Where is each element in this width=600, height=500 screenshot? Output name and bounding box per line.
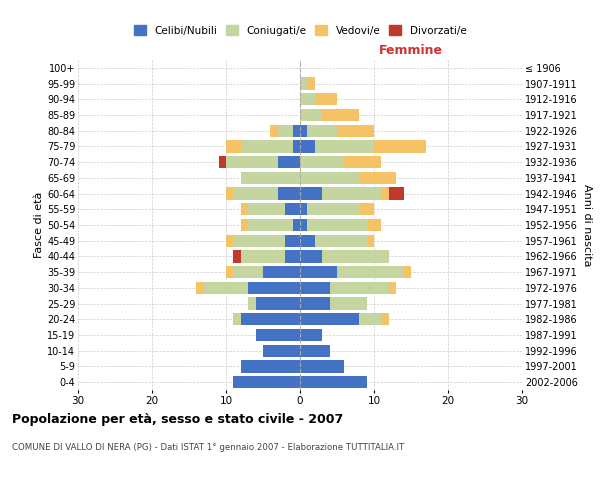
Bar <box>307 78 315 90</box>
Bar <box>196 282 204 294</box>
Bar <box>226 266 233 278</box>
Bar <box>233 313 241 326</box>
Bar <box>300 124 307 137</box>
Bar <box>233 266 263 278</box>
Bar <box>300 78 307 90</box>
Bar <box>300 188 322 200</box>
Bar <box>256 298 300 310</box>
Bar <box>300 376 367 388</box>
Bar <box>300 219 307 231</box>
Bar <box>248 203 285 215</box>
Bar <box>293 140 300 152</box>
Bar <box>374 140 426 152</box>
Bar <box>263 266 300 278</box>
Bar <box>300 203 307 215</box>
Bar <box>300 329 322 341</box>
Bar <box>337 124 374 137</box>
Bar <box>233 188 278 200</box>
Bar <box>233 234 285 247</box>
Bar <box>322 250 389 262</box>
Bar <box>256 329 300 341</box>
Bar <box>382 188 389 200</box>
Text: Popolazione per età, sesso e stato civile - 2007: Popolazione per età, sesso e stato civil… <box>12 412 343 426</box>
Text: COMUNE DI VALLO DI NERA (PG) - Dati ISTAT 1° gennaio 2007 - Elaborazione TUTTITA: COMUNE DI VALLO DI NERA (PG) - Dati ISTA… <box>12 442 404 452</box>
Bar <box>367 219 382 231</box>
Bar <box>233 250 241 262</box>
Bar <box>300 313 359 326</box>
Text: Femmine: Femmine <box>379 44 443 57</box>
Bar <box>307 203 359 215</box>
Bar <box>300 140 315 152</box>
Bar <box>278 188 300 200</box>
Bar <box>359 172 396 184</box>
Bar <box>329 282 389 294</box>
Bar <box>278 124 293 137</box>
Bar <box>367 234 374 247</box>
Bar <box>241 360 300 372</box>
Bar <box>329 298 367 310</box>
Bar <box>293 219 300 231</box>
Bar <box>278 156 300 168</box>
Bar <box>241 203 248 215</box>
Bar <box>226 234 233 247</box>
Bar <box>285 234 300 247</box>
Bar <box>300 109 322 121</box>
Bar <box>300 234 315 247</box>
Bar <box>300 344 329 357</box>
Bar <box>300 298 329 310</box>
Bar <box>322 109 359 121</box>
Bar <box>226 156 278 168</box>
Bar <box>300 93 315 106</box>
Bar <box>404 266 411 278</box>
Bar <box>226 140 241 152</box>
Bar <box>241 313 300 326</box>
Y-axis label: Anni di nascita: Anni di nascita <box>581 184 592 266</box>
Bar <box>359 203 374 215</box>
Bar <box>382 313 389 326</box>
Y-axis label: Fasce di età: Fasce di età <box>34 192 44 258</box>
Bar <box>293 124 300 137</box>
Bar <box>300 266 337 278</box>
Bar <box>344 156 382 168</box>
Bar <box>300 282 329 294</box>
Bar <box>315 234 367 247</box>
Bar <box>285 203 300 215</box>
Bar <box>218 156 226 168</box>
Bar <box>315 93 337 106</box>
Bar <box>248 298 256 310</box>
Bar <box>241 140 293 152</box>
Bar <box>300 360 344 372</box>
Bar <box>241 250 285 262</box>
Bar <box>233 376 300 388</box>
Bar <box>307 219 367 231</box>
Bar <box>248 282 300 294</box>
Legend: Celibi/Nubili, Coniugati/e, Vedovi/e, Divorzati/e: Celibi/Nubili, Coniugati/e, Vedovi/e, Di… <box>131 22 469 39</box>
Bar <box>300 172 359 184</box>
Bar <box>389 282 396 294</box>
Bar <box>322 188 382 200</box>
Bar <box>285 250 300 262</box>
Bar <box>300 156 344 168</box>
Bar <box>204 282 248 294</box>
Bar <box>315 140 374 152</box>
Bar <box>389 188 404 200</box>
Bar <box>337 266 404 278</box>
Bar <box>300 250 322 262</box>
Bar <box>248 219 293 231</box>
Bar <box>241 219 248 231</box>
Bar <box>263 344 300 357</box>
Bar <box>307 124 337 137</box>
Bar <box>271 124 278 137</box>
Bar <box>359 313 382 326</box>
Bar <box>241 172 300 184</box>
Bar <box>226 188 233 200</box>
